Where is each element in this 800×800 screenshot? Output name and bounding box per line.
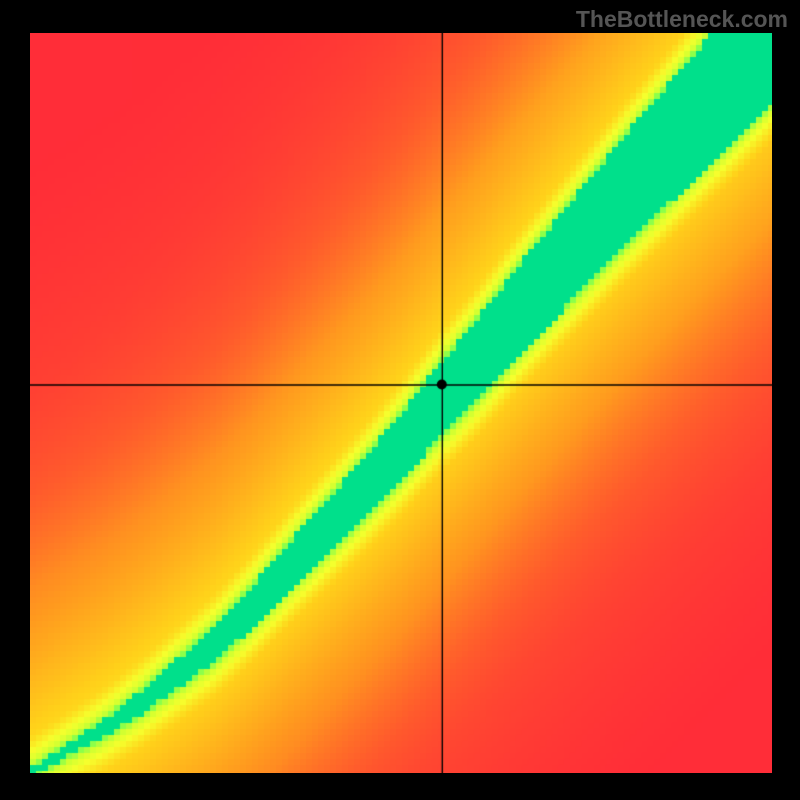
bottleneck-heatmap (30, 33, 772, 773)
chart-container: TheBottleneck.com (0, 0, 800, 800)
watermark-text: TheBottleneck.com (576, 6, 788, 33)
